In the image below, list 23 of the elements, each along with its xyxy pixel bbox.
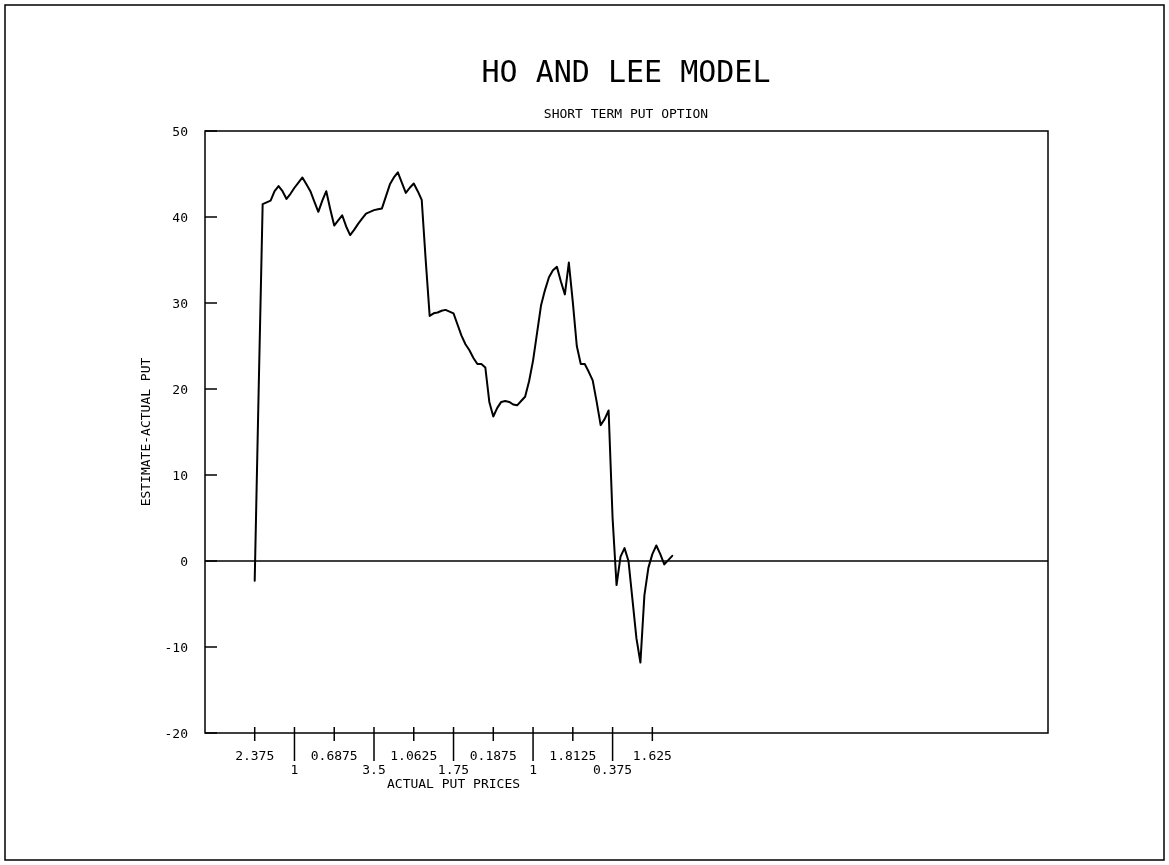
y-tick-label: -20 (164, 725, 188, 741)
y-tick-label: -10 (164, 639, 188, 655)
x-tick-label: 3.5 (362, 761, 386, 777)
x-tick-label: 2.375 (235, 747, 275, 763)
x-tick-label: 1.75 (437, 761, 470, 777)
y-tick-label: 50 (172, 123, 188, 139)
x-axis-title: ACTUAL PUT PRICES (386, 775, 521, 791)
x-tick-label: 1 (529, 761, 537, 777)
x-tick-label: 1 (290, 761, 299, 777)
x-tick-label: 0.6875 (310, 747, 358, 763)
y-tick-label: 20 (172, 381, 188, 397)
y-tick-label: 0 (180, 553, 188, 569)
chart-subtitle: SHORT TERM PUT OPTION (543, 106, 709, 121)
y-tick-label: 40 (172, 209, 188, 225)
chart-title: HO AND LEE MODEL (481, 54, 771, 89)
x-tick-label: 0.375 (593, 761, 633, 777)
x-tick-label: 1.8125 (549, 747, 597, 763)
y-axis-title: ESTIMATE-ACTUAL PUT (138, 357, 153, 507)
x-tick-label: 1.0625 (390, 747, 438, 763)
y-tick-label: 10 (172, 467, 188, 483)
x-tick-label: 1.625 (632, 747, 672, 763)
y-tick-label: 30 (172, 295, 188, 311)
x-tick-label: 0.1875 (469, 747, 517, 763)
